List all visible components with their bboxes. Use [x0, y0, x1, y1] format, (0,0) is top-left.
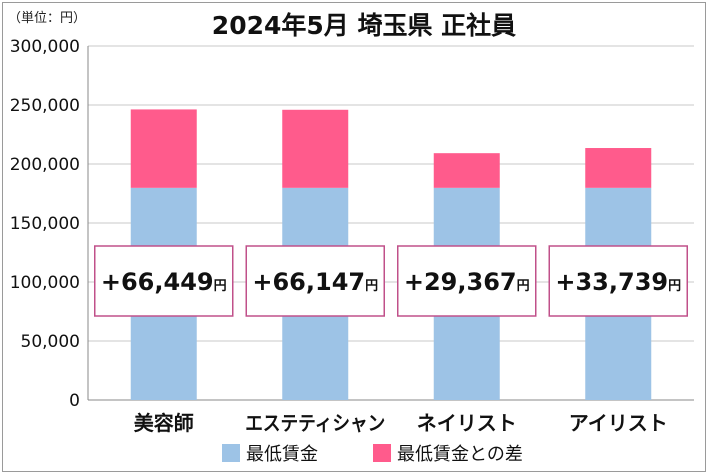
- difference-number: +66,147: [252, 268, 365, 296]
- legend-swatch: [373, 444, 391, 462]
- x-category-label: 美容師: [134, 411, 194, 435]
- difference-label-box: [397, 245, 537, 317]
- difference-value: +66,449円: [101, 268, 227, 296]
- y-tick-label: 150,000: [10, 214, 80, 234]
- difference-unit: 円: [517, 279, 530, 294]
- y-axis-ticks: 0 50,000 100,000 150,000 200,000 250,000 300,0…: [10, 37, 80, 411]
- legend-label: 最低賃金との差: [397, 444, 523, 465]
- difference-label-3: +29,367円: [397, 245, 537, 317]
- legend-label: 最低賃金: [246, 444, 318, 465]
- legend: 最低賃金 最低賃金との差: [222, 444, 523, 465]
- x-axis-labels: 美容師 エステティシャン ネイリスト アイリスト: [134, 411, 668, 435]
- x-category-label: アイリスト: [569, 411, 668, 435]
- difference-number: +66,449: [101, 268, 214, 296]
- bar-difference-3: [433, 153, 500, 188]
- difference-label-2: +66,147円: [245, 245, 385, 317]
- bar-difference-1: [130, 109, 197, 188]
- difference-number: +29,367: [404, 268, 517, 296]
- difference-label-box: [548, 245, 688, 317]
- difference-number: +33,739: [555, 268, 668, 296]
- difference-value: +33,739円: [555, 268, 681, 296]
- bar-difference-2: [282, 109, 349, 188]
- difference-label-box: [245, 245, 385, 317]
- difference-label-4: +33,739円: [548, 245, 688, 317]
- difference-unit: 円: [365, 279, 378, 294]
- x-category-label: ネイリスト: [417, 411, 517, 435]
- y-tick-label: 250,000: [10, 96, 80, 116]
- bar-difference-4: [585, 148, 652, 188]
- difference-unit: 円: [214, 279, 227, 294]
- y-tick-label: 300,000: [10, 37, 80, 57]
- y-tick-label: 100,000: [10, 273, 80, 293]
- difference-value: +29,367円: [404, 268, 530, 296]
- y-tick-label: 200,000: [10, 155, 80, 175]
- difference-label-1: +66,449円: [94, 245, 234, 317]
- difference-labels: +66,449円 +66,147円 +29,367円 +33,739円: [94, 245, 688, 317]
- difference-unit: 円: [668, 279, 681, 294]
- y-tick-label: 0: [69, 391, 80, 411]
- y-tick-label: 50,000: [21, 332, 80, 352]
- chart-title: 2024年5月 埼玉県 正社員: [212, 11, 516, 40]
- unit-label: （単位：円）: [8, 10, 86, 26]
- difference-value: +66,147円: [252, 268, 378, 296]
- x-category-label: エステティシャン: [245, 411, 385, 435]
- legend-swatch: [222, 444, 240, 462]
- difference-label-box: [94, 245, 234, 317]
